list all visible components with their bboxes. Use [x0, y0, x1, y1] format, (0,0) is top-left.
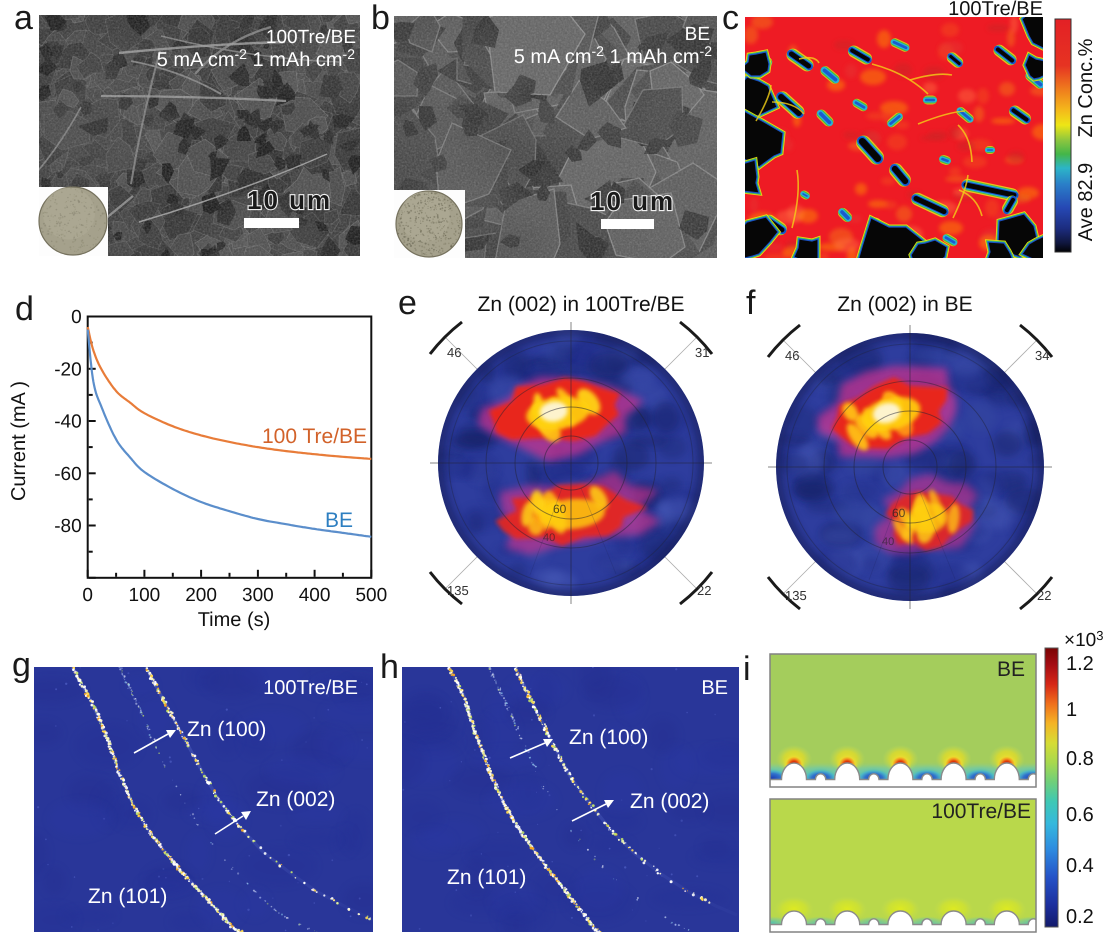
svg-text:Ave 82.9: Ave 82.9 [1075, 163, 1097, 242]
svg-text:10 um: 10 um [590, 186, 675, 216]
svg-text:Zn (002) in BE: Zn (002) in BE [837, 293, 972, 316]
svg-text:46: 46 [785, 348, 799, 363]
svg-text:46: 46 [447, 345, 461, 360]
svg-text:Current (mA ): Current (mA ) [8, 381, 30, 501]
svg-text:1: 1 [1066, 699, 1077, 721]
svg-text:22: 22 [697, 583, 711, 598]
svg-text:200: 200 [185, 585, 217, 606]
svg-text:Zn (101): Zn (101) [88, 885, 167, 908]
svg-text:Zn Conc.%: Zn Conc.% [1075, 38, 1097, 137]
svg-text:Time (s): Time (s) [198, 609, 271, 631]
svg-text:400: 400 [299, 585, 331, 606]
svg-text:a: a [14, 0, 33, 37]
svg-text:500: 500 [355, 585, 387, 606]
svg-text:100Tre/BE: 100Tre/BE [266, 27, 356, 48]
svg-text:i: i [743, 650, 751, 688]
svg-text:c: c [722, 0, 739, 37]
svg-text:-40: -40 [54, 412, 81, 433]
svg-text:d: d [15, 290, 34, 328]
svg-text:-60: -60 [54, 464, 81, 485]
svg-text:100: 100 [129, 585, 161, 606]
svg-text:100Tre/BE: 100Tre/BE [263, 677, 358, 699]
svg-text:5 mA cm-2 1 mAh cm-2: 5 mA cm-2 1 mAh cm-2 [157, 46, 355, 71]
svg-text:h: h [380, 648, 399, 686]
svg-text:Zn (002): Zn (002) [256, 788, 335, 811]
svg-text:Zn (100): Zn (100) [187, 718, 266, 741]
svg-text:BE: BE [325, 509, 353, 532]
svg-text:0.2: 0.2 [1066, 906, 1094, 928]
svg-text:Zn (002) in 100Tre/BE: Zn (002) in 100Tre/BE [478, 293, 685, 316]
svg-text:300: 300 [242, 585, 274, 606]
svg-text:100 Tre/BE: 100 Tre/BE [262, 425, 367, 448]
svg-text:60: 60 [553, 502, 567, 516]
svg-text:31: 31 [695, 345, 709, 360]
svg-text:100Tre/BE: 100Tre/BE [948, 0, 1043, 20]
svg-text:60: 60 [892, 506, 906, 520]
svg-text:×103: ×103 [1064, 628, 1103, 651]
svg-text:Zn (002): Zn (002) [630, 790, 709, 813]
svg-text:0: 0 [71, 307, 82, 328]
svg-text:40: 40 [543, 532, 555, 544]
svg-text:135: 135 [785, 588, 807, 603]
svg-text:Zn (100): Zn (100) [569, 726, 648, 749]
svg-text:f: f [746, 284, 756, 322]
svg-text:100Tre/BE: 100Tre/BE [931, 800, 1031, 823]
svg-text:-20: -20 [54, 359, 81, 380]
svg-text:Zn (101): Zn (101) [447, 866, 526, 889]
svg-text:34: 34 [1035, 348, 1049, 363]
svg-text:0.8: 0.8 [1066, 748, 1094, 770]
svg-text:0: 0 [82, 585, 93, 606]
svg-text:135: 135 [447, 583, 469, 598]
svg-text:BE: BE [685, 24, 710, 45]
svg-text:5 mA cm-2 1 mAh cm-2: 5 mA cm-2 1 mAh cm-2 [514, 43, 712, 68]
svg-text:b: b [371, 0, 390, 37]
svg-text:1.2: 1.2 [1066, 653, 1094, 675]
svg-text:22: 22 [1037, 588, 1051, 603]
svg-text:0.4: 0.4 [1066, 855, 1094, 877]
svg-text:10 um: 10 um [247, 185, 332, 215]
svg-text:0.6: 0.6 [1066, 804, 1094, 826]
svg-text:e: e [398, 284, 417, 322]
svg-text:g: g [12, 646, 31, 684]
svg-text:40: 40 [882, 536, 894, 548]
svg-text:-80: -80 [54, 516, 81, 537]
svg-text:BE: BE [701, 677, 728, 699]
svg-text:BE: BE [997, 658, 1025, 681]
